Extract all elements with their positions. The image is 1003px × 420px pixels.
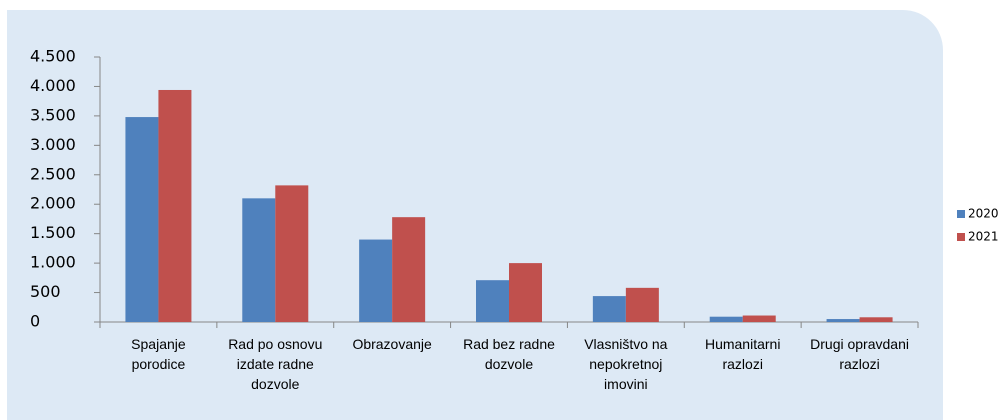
bar [476,280,509,322]
y-tick-label: 2.000 [30,194,76,213]
bar [359,239,393,322]
bar [275,185,309,322]
y-tick-label: 1.500 [30,223,76,242]
x-tick-label: Rad po osnovu izdate radne dozvole [228,336,323,392]
bar [392,217,426,322]
y-tick-label: 500 [30,282,61,301]
x-tick-label: Spajanje porodice [131,336,186,372]
bar [242,198,276,322]
x-tick-label: Humanitarni razlozi [704,336,781,372]
y-tick-label: 1.000 [30,253,76,272]
y-tick-label: 4.500 [30,47,76,66]
bar [592,296,626,322]
legend-swatch [957,233,965,241]
y-tick-label: 0 [30,312,40,331]
x-tick-label: Vlasništvo na nepokretnoj imovini [584,336,668,392]
y-tick-label: 3.000 [30,135,76,154]
legend-label: 2021 [968,230,999,244]
bar [158,89,192,322]
x-tick-label: Rad bez radne dozvole [463,336,555,372]
bar [709,316,743,322]
legend-swatch [957,210,965,218]
legend-label: 2020 [968,207,999,221]
bar [826,319,860,322]
y-tick-label: 2.500 [30,164,76,183]
x-tick-label: Obrazovanje [352,336,432,352]
bar [125,117,159,322]
y-tick-label: 3.500 [30,105,76,124]
x-tick-label: Drugi opravdani razlozi [810,336,909,372]
y-tick-label: 4.000 [30,76,76,95]
bar [509,263,542,322]
bar [742,315,776,322]
bar [625,287,659,322]
bar [859,317,893,322]
